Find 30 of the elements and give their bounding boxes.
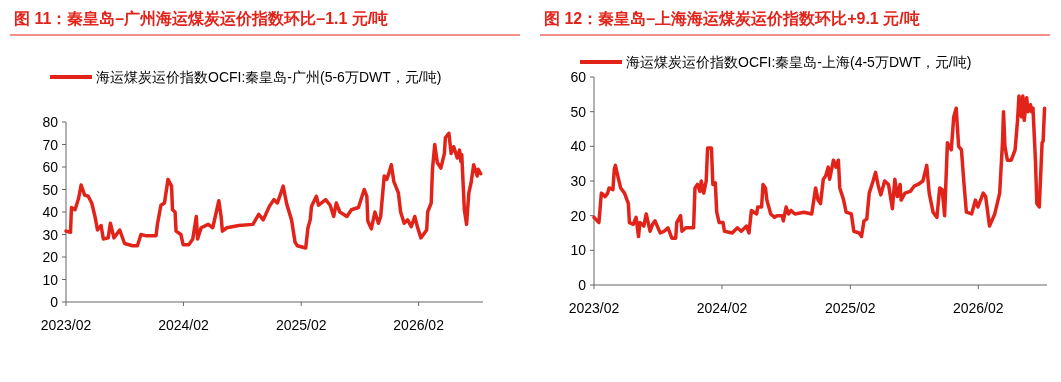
x-tick-label: 2025/02 — [275, 317, 327, 333]
line-series — [64, 131, 483, 250]
x-tick-label: 2023/02 — [568, 300, 620, 316]
x-tick-label: 2026/02 — [393, 317, 445, 333]
y-tick-label: 30 — [42, 226, 59, 243]
y-tick-label: 40 — [570, 138, 587, 155]
y-tick-label: 60 — [570, 69, 587, 85]
legend-label: 海运煤炭运价指数OCFI:秦皇岛-广州(5-6万DWT，元/吨) — [96, 69, 442, 85]
y-tick-label: 10 — [570, 242, 587, 259]
line-series — [592, 94, 1047, 240]
chart-title: 图 12：秦皇岛–上海海运煤炭运价指数环比+9.1 元/吨 — [544, 10, 920, 27]
y-tick-label: 10 — [42, 271, 59, 288]
y-tick-label: 70 — [42, 136, 59, 153]
chart-title: 图 11：秦皇岛–广州海运煤炭运价指数环比–1.1 元/吨 — [14, 10, 389, 27]
legend-label: 海运煤炭运价指数OCFI:秦皇岛-上海(4-5万DWT，元/吨) — [626, 54, 972, 70]
y-tick-label: 50 — [570, 103, 587, 120]
y-tick-label: 50 — [42, 181, 59, 198]
y-tick-label: 40 — [42, 204, 59, 220]
y-tick-label: 60 — [42, 159, 59, 175]
x-tick-label: 2023/02 — [40, 317, 92, 333]
y-tick-label: 20 — [42, 249, 59, 265]
y-tick-label: 20 — [570, 207, 587, 224]
y-tick-label: 0 — [578, 277, 587, 293]
y-tick-label: 0 — [50, 294, 59, 310]
x-tick-label: 2025/02 — [825, 300, 876, 316]
x-tick-label: 2026/02 — [952, 300, 1004, 316]
x-tick-label: 2024/02 — [696, 300, 748, 316]
x-tick-label: 2024/02 — [158, 317, 209, 333]
y-tick-label: 80 — [42, 114, 59, 130]
y-tick-label: 30 — [570, 173, 587, 189]
